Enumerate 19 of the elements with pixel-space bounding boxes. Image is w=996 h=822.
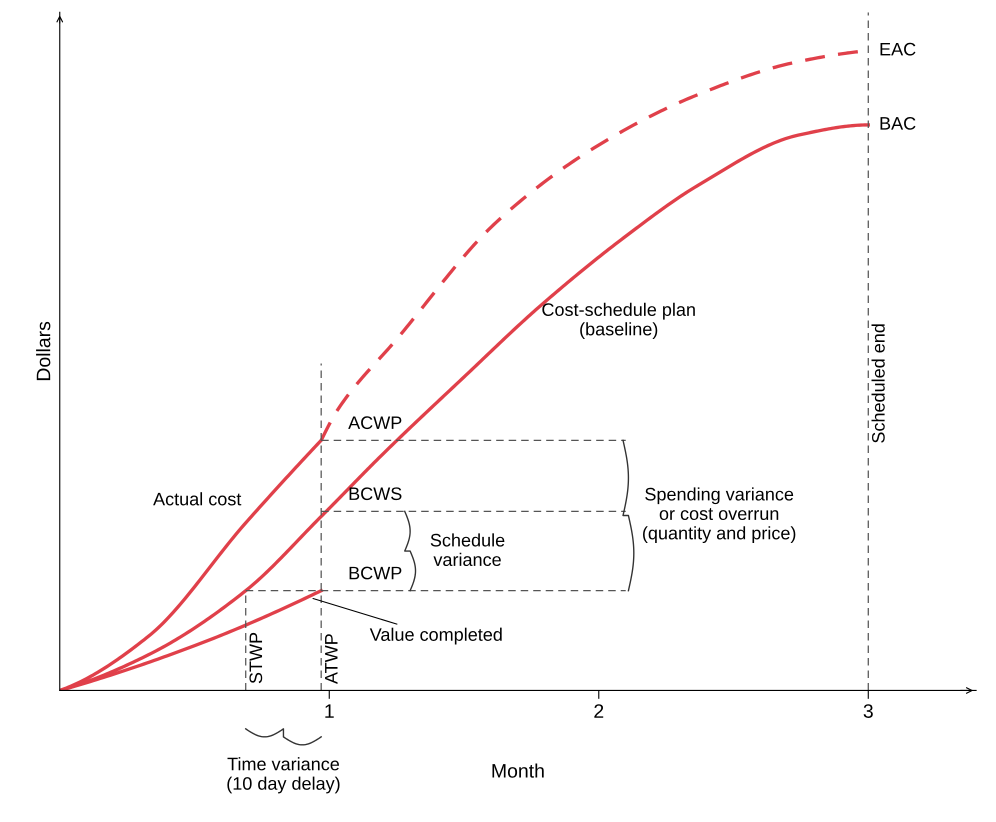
annotation: Schedule variance <box>430 533 504 566</box>
ref-line-label: ATWP <box>325 634 338 684</box>
ref-line-label: BCWP <box>350 566 402 580</box>
annotation: BAC <box>880 116 916 130</box>
ref-line-label: STWP <box>249 632 262 684</box>
annotation: EAC <box>880 42 916 56</box>
y-axis-title: Dollars <box>36 322 50 380</box>
x-tick-label: 1 <box>325 704 334 718</box>
ref-line-label: Scheduled end <box>872 324 885 443</box>
x-axis-title: Month <box>492 763 544 778</box>
annotation: Spending variance or cost overrun (quantity and price) <box>643 487 796 544</box>
annotation: Cost-schedule plan (baseline) <box>542 302 695 340</box>
ref-line-label: ACWP <box>348 416 402 430</box>
x-tick-label: 3 <box>864 704 873 718</box>
annotation: Value completed <box>370 628 502 645</box>
annotation: Actual cost <box>153 492 242 506</box>
ref-line-label: BCWS <box>350 487 402 500</box>
text: Time variance (10 day delay) <box>227 757 340 794</box>
x-tick-label: 2 <box>594 704 604 718</box>
